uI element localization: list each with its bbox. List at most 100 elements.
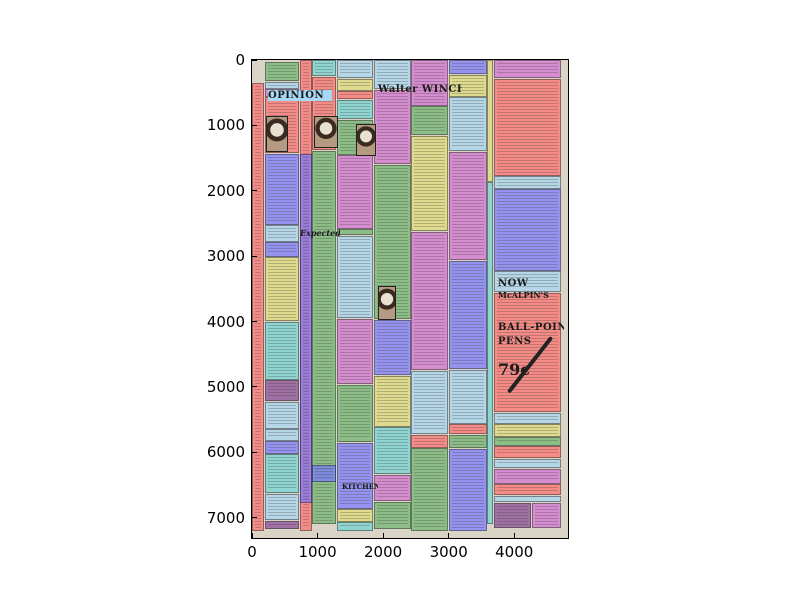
layout-region-purple — [265, 520, 300, 530]
x-tick-label: 3000 — [429, 543, 468, 561]
headline-mcalpins: McALPIN'S — [498, 290, 549, 300]
y-tick — [252, 255, 257, 257]
layout-region-magenta — [373, 474, 411, 502]
layout-region-blue — [448, 260, 487, 370]
layout-region-red — [411, 434, 448, 448]
headline-kitchen: KITCHEN — [342, 482, 378, 491]
layout-region-cyan — [265, 454, 300, 493]
layout-region-green — [336, 384, 374, 442]
layout-region-cyan — [312, 60, 336, 77]
y-tick — [252, 190, 257, 192]
layout-region-light-blue — [411, 370, 448, 435]
layout-region-green — [336, 229, 374, 236]
layout-region-blue — [265, 441, 300, 454]
y-tick-label: 1000 — [206, 116, 245, 135]
y-tick — [252, 451, 257, 453]
x-tick — [317, 533, 319, 538]
layout-region-yellow — [487, 60, 494, 182]
layout-region-light-blue — [493, 496, 562, 503]
y-tick — [252, 386, 257, 388]
layout-region-light-blue — [493, 413, 562, 424]
layout-region-magenta — [493, 60, 562, 79]
layout-region-magenta — [531, 502, 562, 529]
x-tick — [382, 533, 384, 538]
headline-expected: Expected — [300, 228, 340, 238]
newspaper-page-scan — [252, 60, 568, 538]
layout-region-blue — [373, 319, 411, 376]
layout-region-magenta — [411, 231, 448, 370]
y-tick-label: 6000 — [206, 443, 245, 462]
layout-region-green — [493, 437, 562, 446]
layout-region-yellow — [448, 75, 487, 97]
layout-region-light-blue — [448, 369, 487, 424]
y-tick-label: 7000 — [206, 508, 245, 527]
layout-region-cyan — [265, 321, 300, 380]
layout-region-blue — [493, 189, 562, 271]
y-tick — [252, 517, 257, 519]
y-tick — [252, 321, 257, 323]
layout-region-blue — [336, 442, 374, 509]
y-tick-label: 3000 — [206, 247, 245, 266]
y-tick-label: 4000 — [206, 312, 245, 331]
layout-region-blue — [299, 154, 312, 504]
layout-region-blue — [448, 449, 487, 531]
layout-region-yellow — [336, 78, 374, 91]
layout-region-magenta — [411, 60, 448, 106]
layout-region-light-blue — [265, 493, 300, 521]
x-tick-label: 0 — [247, 543, 257, 561]
layout-region-cyan — [487, 182, 494, 525]
layout-region-purple — [493, 502, 532, 529]
y-tick — [252, 59, 257, 61]
layout-region-red — [493, 446, 562, 459]
layout-region-light-blue — [493, 271, 562, 293]
layout-region-light-blue — [493, 176, 562, 189]
x-tick-label: 4000 — [495, 543, 534, 561]
layout-region-purple — [265, 380, 300, 402]
layout-region-light-blue — [336, 235, 374, 319]
headline-pens: PENS — [498, 336, 532, 347]
x-tick — [251, 533, 253, 538]
layout-region-light-blue — [265, 429, 300, 441]
layout-region-red — [493, 78, 562, 176]
headline-ball-point: BALL-POINT — [498, 322, 564, 333]
y-tick — [252, 124, 257, 126]
y-tick-label: 2000 — [206, 181, 245, 200]
layout-region-blue — [312, 465, 336, 482]
layout-region-magenta — [493, 468, 562, 484]
layout-region-green — [448, 434, 487, 449]
layout-region-magenta — [336, 155, 374, 229]
layout-region-light-blue — [373, 60, 411, 90]
layout-region-light-blue — [265, 81, 300, 89]
layout-region-light-blue — [448, 97, 487, 151]
layout-region-cyan — [373, 427, 411, 474]
portrait-photo — [378, 286, 396, 320]
headline-winchell: Walter WINCHELL — [378, 84, 462, 95]
layout-region-magenta — [336, 318, 374, 385]
layout-region-green — [411, 448, 448, 531]
layout-region-yellow — [411, 135, 448, 232]
layout-region-magenta — [373, 90, 411, 164]
layout-region-green — [265, 61, 300, 81]
layout-region-blue — [265, 153, 300, 225]
x-tick-label: 1000 — [298, 543, 337, 561]
layout-region-yellow — [493, 424, 562, 437]
layout-region-green — [312, 150, 336, 525]
layout-region-red — [448, 424, 487, 435]
headline-opinion: OPINION — [268, 90, 332, 101]
portrait-photo — [356, 124, 376, 156]
layout-region-red — [336, 91, 374, 100]
headline-now: NOW — [498, 278, 529, 289]
layout-region-red — [493, 292, 562, 413]
layout-region-yellow — [373, 375, 411, 427]
layout-region-blue — [448, 60, 487, 75]
layout-region-cyan — [336, 99, 374, 119]
portrait-photo — [314, 116, 338, 148]
y-tick-label: 0 — [235, 51, 245, 69]
portrait-photo — [266, 116, 288, 152]
layout-region-green — [411, 106, 448, 136]
layout-region-cyan — [336, 522, 374, 531]
x-tick — [448, 533, 450, 538]
layout-region-light-blue — [265, 225, 300, 242]
y-tick-label: 5000 — [206, 377, 245, 396]
layout-region-green — [373, 502, 411, 530]
